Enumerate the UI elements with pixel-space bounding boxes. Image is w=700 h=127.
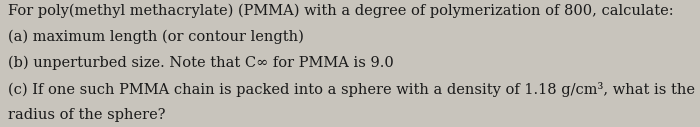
Text: (c) If one such PMMA chain is packed into a sphere with a density of 1.18 g/cm³,: (c) If one such PMMA chain is packed int… [8, 82, 695, 97]
Text: (a) maximum length (or contour length): (a) maximum length (or contour length) [8, 30, 304, 44]
Text: (b) unperturbed size. Note that C∞ for PMMA is 9.0: (b) unperturbed size. Note that C∞ for P… [8, 56, 394, 70]
Text: radius of the sphere?: radius of the sphere? [8, 108, 166, 122]
Text: For poly(methyl methacrylate) (PMMA) with a degree of polymerization of 800, cal: For poly(methyl methacrylate) (PMMA) wit… [8, 4, 674, 18]
